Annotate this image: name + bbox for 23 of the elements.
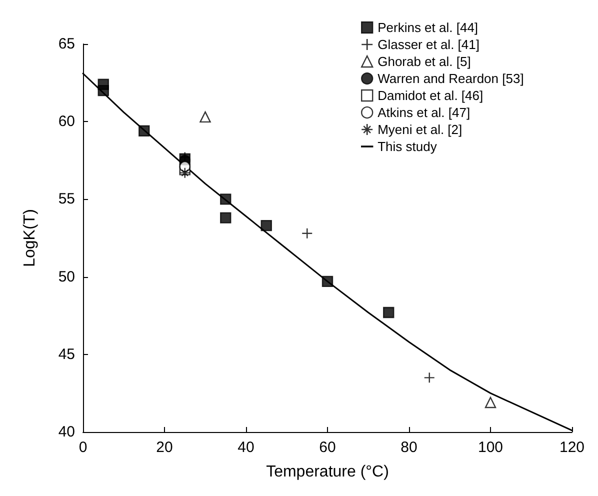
legend-label: Atkins et al. [47] bbox=[378, 105, 470, 120]
y-tick-label: 55 bbox=[58, 190, 75, 208]
x-axis-title: Temperature (°C) bbox=[266, 464, 389, 480]
x-tick-label: 0 bbox=[78, 439, 88, 456]
y-tick-label: 45 bbox=[58, 346, 75, 363]
x-tick-label: 20 bbox=[156, 439, 173, 456]
legend-label: Warren and Reardon [53] bbox=[378, 71, 524, 86]
y-tick-label: 65 bbox=[58, 36, 75, 52]
legend-label: Myeni et al. [2] bbox=[378, 122, 462, 137]
x-tick-label: 40 bbox=[238, 439, 254, 456]
y-tick-label: 50 bbox=[58, 268, 75, 286]
y-axis-title: LogK(T) bbox=[22, 209, 38, 267]
y-tick-label: 40 bbox=[58, 424, 75, 440]
legend-label: Ghorab et al. [5] bbox=[378, 54, 471, 69]
legend-label: Glasser et al. [41] bbox=[378, 37, 480, 52]
y-tick-label: 60 bbox=[58, 113, 75, 130]
legend-label: Damidot et al. [46] bbox=[378, 88, 484, 103]
x-tick-label: 80 bbox=[400, 439, 418, 456]
x-tick-label: 100 bbox=[478, 439, 504, 456]
legend-label: This study bbox=[378, 139, 438, 154]
x-tick-label: 60 bbox=[319, 439, 336, 456]
x-tick-label: 120 bbox=[559, 439, 585, 456]
legend-label: Perkins et al. [44] bbox=[378, 20, 478, 35]
